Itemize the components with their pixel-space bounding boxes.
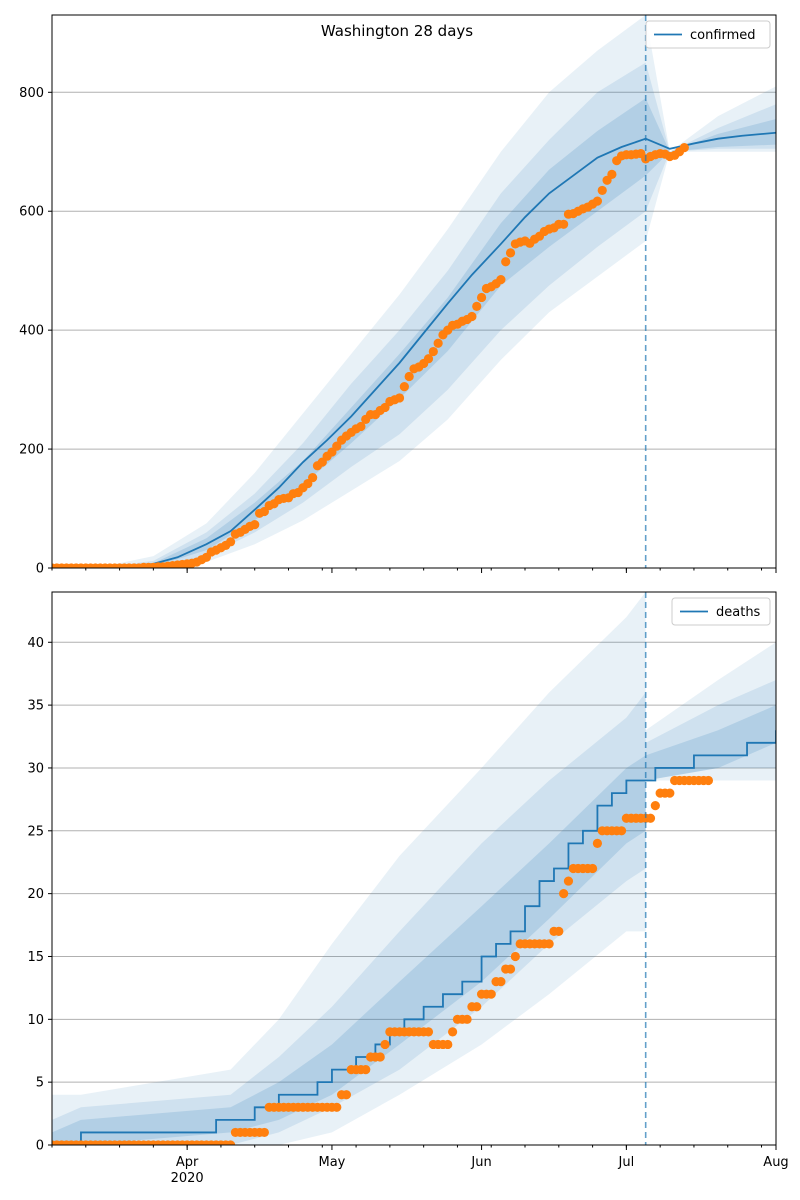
observed-point (587, 863, 598, 874)
observed-point (375, 1052, 385, 1062)
observed-point (554, 926, 564, 936)
x-tick-label: Jun (470, 1155, 491, 1170)
observed-point (645, 813, 656, 823)
axes-frame (51, 591, 777, 1146)
y-tick-label: 0 (36, 562, 44, 577)
observed-point (607, 169, 617, 179)
legend-label: confirmed (690, 28, 756, 43)
y-tick-label: 25 (27, 824, 44, 839)
observed-point (428, 346, 438, 357)
observed-point (559, 889, 569, 899)
observed-point (448, 1027, 458, 1037)
observed-point (225, 1140, 236, 1145)
confirmed-panel: 0 200 400 600 800 confirmed (19, 14, 777, 577)
observed-point (665, 788, 675, 798)
x-tick-sublabel: 2020 (171, 1171, 204, 1186)
legend: confirmed (645, 20, 771, 49)
observed-point (486, 989, 496, 999)
model-line-deaths (52, 730, 776, 1145)
figure-title: Washington 28 days (321, 22, 473, 40)
model-line-confirmed (52, 131, 776, 568)
y-tick-label: 5 (36, 1076, 44, 1091)
observed-point (361, 1064, 371, 1075)
observed-point (423, 354, 434, 364)
x-tick-label: Jul (618, 1155, 635, 1170)
y-tick-label: 15 (27, 950, 44, 965)
observed-point (259, 1127, 269, 1138)
observed-point (496, 275, 506, 285)
observed-point (505, 964, 516, 974)
observed-point (423, 1027, 434, 1037)
axes-frame (51, 14, 777, 569)
observed-point (341, 1090, 352, 1100)
observed-point (592, 196, 603, 206)
observed-point (592, 838, 603, 848)
y-tick-label: 40 (27, 636, 44, 651)
observed-point (563, 876, 574, 886)
observed-point (505, 248, 516, 258)
observed-point (472, 1002, 482, 1012)
observed-point (443, 1039, 453, 1050)
y-tick-label: 800 (19, 86, 44, 101)
observed-point (356, 421, 366, 432)
observed-point (501, 257, 511, 267)
uncertainty-band-outer (52, 592, 776, 1145)
y-tick-label: 600 (19, 205, 44, 220)
y-tick-label: 30 (27, 761, 44, 776)
plot-area (52, 15, 776, 568)
uncertainty-band-outer (52, 15, 776, 568)
plot-area (52, 592, 776, 1145)
legend-box (645, 20, 771, 49)
uncertainty-band-inner (52, 705, 776, 1145)
uncertainty-band-middle (52, 679, 776, 1145)
observed-point (380, 1039, 390, 1050)
observed-point (616, 826, 627, 836)
legend-box (671, 597, 771, 626)
observed-point (476, 292, 487, 303)
y-tick-label: 20 (27, 887, 44, 902)
observed-point (433, 338, 443, 348)
x-tick-label: May (319, 1155, 346, 1170)
observed-point (308, 473, 318, 483)
y-tick-label: 0 (36, 1139, 44, 1154)
observed-point (394, 393, 405, 403)
observed-point (250, 519, 260, 530)
x-tick-label: Aug (763, 1155, 788, 1170)
observed-point (650, 801, 660, 811)
legend: deaths (671, 597, 771, 626)
y-tick-label: 200 (19, 443, 44, 458)
legend-label: deaths (716, 605, 761, 620)
y-tick-label: 400 (19, 324, 44, 339)
observed-point (496, 977, 506, 987)
observed-point (462, 1014, 472, 1024)
observed-point (225, 537, 236, 547)
uncertainty-band-middle (52, 62, 776, 568)
observed-point (597, 185, 607, 196)
observed-point (399, 382, 409, 392)
observed-point (703, 775, 714, 786)
observed-point (510, 951, 520, 962)
y-tick-label: 35 (27, 699, 44, 714)
observed-point (544, 939, 554, 949)
observed-point (332, 1102, 342, 1112)
y-tick-label: 10 (27, 1013, 44, 1028)
observed-point (404, 371, 414, 382)
observed-point (472, 301, 482, 311)
observed-point (559, 219, 569, 229)
x-tick-label: Apr (176, 1155, 199, 1170)
observed-point (467, 311, 477, 322)
observed-point (679, 143, 689, 153)
uncertainty-band-inner (52, 98, 776, 568)
